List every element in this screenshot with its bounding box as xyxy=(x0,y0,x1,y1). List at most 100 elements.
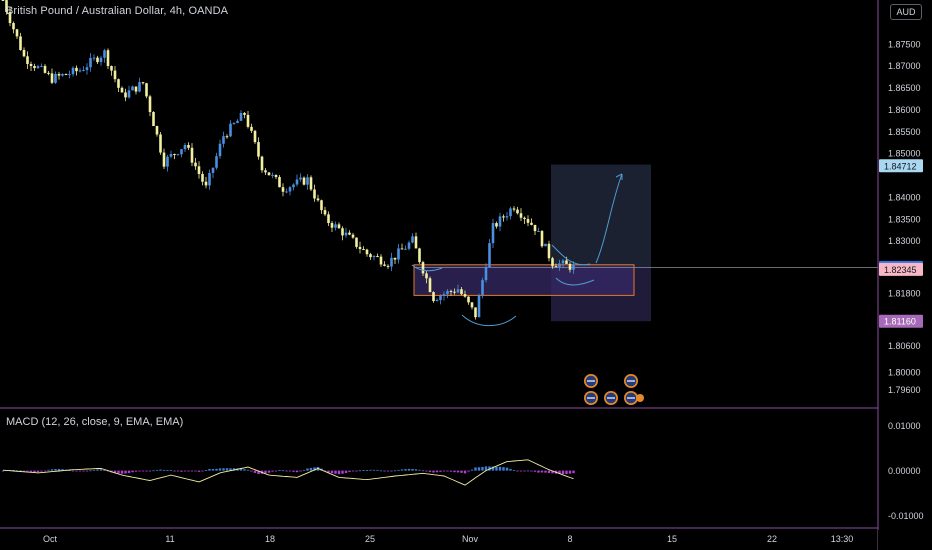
candle-bullish[interactable] xyxy=(71,67,75,75)
candle-bearish[interactable] xyxy=(113,70,117,80)
candle-bullish[interactable] xyxy=(295,179,299,185)
candle-bullish[interactable] xyxy=(411,236,414,243)
candle-bearish[interactable] xyxy=(120,87,124,93)
candle-bearish[interactable] xyxy=(309,177,313,190)
candle-bearish[interactable] xyxy=(502,216,505,218)
candle-bearish[interactable] xyxy=(421,262,425,274)
candle-bearish[interactable] xyxy=(453,291,456,293)
candle-bearish[interactable] xyxy=(516,209,519,214)
curve-arrow[interactable] xyxy=(555,277,595,286)
candle-bearish[interactable] xyxy=(449,290,453,292)
candle-bearish[interactable] xyxy=(159,134,162,153)
candle-bearish[interactable] xyxy=(201,173,204,182)
candle-bearish[interactable] xyxy=(190,147,194,163)
projection-arrow[interactable] xyxy=(595,173,623,264)
candle-bullish[interactable] xyxy=(397,248,400,260)
candle-bearish[interactable] xyxy=(75,67,78,72)
candle-bullish[interactable] xyxy=(232,123,236,125)
candle-bearish[interactable] xyxy=(155,126,159,135)
candle-bullish[interactable] xyxy=(239,113,243,121)
candle-bearish[interactable] xyxy=(33,66,36,69)
candle-bearish[interactable] xyxy=(512,208,516,210)
candle-bullish[interactable] xyxy=(138,82,141,92)
currency-button[interactable]: AUD xyxy=(890,4,922,20)
macd-indicator-label[interactable]: MACD (12, 26, close, 9, EMA, EMA) xyxy=(6,416,183,428)
candle-bearish[interactable] xyxy=(526,219,530,223)
candle-bearish[interactable] xyxy=(358,246,362,250)
candle-bearish[interactable] xyxy=(568,263,572,270)
candle-bullish[interactable] xyxy=(285,191,288,193)
candle-bullish[interactable] xyxy=(131,86,134,91)
curve-arrow[interactable] xyxy=(411,264,443,272)
candle-bearish[interactable] xyxy=(204,181,208,186)
candle-bearish[interactable] xyxy=(365,249,369,255)
candle-bearish[interactable] xyxy=(250,126,253,131)
candle-bullish[interactable] xyxy=(404,248,407,250)
candle-bearish[interactable] xyxy=(460,289,463,295)
candle-bearish[interactable] xyxy=(432,292,435,302)
candle-bearish[interactable] xyxy=(29,63,33,67)
target-zone[interactable] xyxy=(551,164,651,268)
candle-bullish[interactable] xyxy=(488,243,491,268)
candle-bearish[interactable] xyxy=(530,222,533,225)
candle-bullish[interactable] xyxy=(288,187,292,192)
projection-wave[interactable] xyxy=(551,244,591,266)
candle-bullish[interactable] xyxy=(442,294,446,296)
candle-bearish[interactable] xyxy=(267,172,271,176)
candle-bearish[interactable] xyxy=(5,0,8,12)
candle-bullish[interactable] xyxy=(484,267,488,281)
demand-zone-box[interactable] xyxy=(413,264,635,296)
candle-bearish[interactable] xyxy=(428,278,432,293)
candle-bearish[interactable] xyxy=(337,224,341,229)
candle-bearish[interactable] xyxy=(400,248,404,250)
candle-bullish[interactable] xyxy=(218,143,222,157)
candle-bearish[interactable] xyxy=(8,11,12,24)
candle-bullish[interactable] xyxy=(446,290,449,295)
candle-bearish[interactable] xyxy=(162,152,166,167)
candle-bullish[interactable] xyxy=(334,224,337,228)
candle-bullish[interactable] xyxy=(390,257,393,267)
candle-bearish[interactable] xyxy=(362,249,365,251)
candle-bearish[interactable] xyxy=(386,265,390,267)
candle-bullish[interactable] xyxy=(208,172,211,186)
candle-bullish[interactable] xyxy=(292,184,295,188)
candle-bullish[interactable] xyxy=(439,295,442,301)
candle-bearish[interactable] xyxy=(316,198,320,201)
candle-bullish[interactable] xyxy=(169,154,173,157)
candle-bullish[interactable] xyxy=(215,156,218,168)
candle-bullish[interactable] xyxy=(89,58,92,68)
candle-bullish[interactable] xyxy=(407,242,411,249)
candle-bearish[interactable] xyxy=(57,73,61,76)
candle-bearish[interactable] xyxy=(547,243,551,259)
candle-bearish[interactable] xyxy=(246,114,250,127)
candle-bullish[interactable] xyxy=(481,280,484,296)
candle-bearish[interactable] xyxy=(19,36,22,50)
candle-bullish[interactable] xyxy=(505,216,509,218)
candle-bearish[interactable] xyxy=(15,29,19,37)
candle-bearish[interactable] xyxy=(1,0,5,1)
candle-bullish[interactable] xyxy=(299,177,302,180)
candle-bearish[interactable] xyxy=(414,236,418,249)
candle-bullish[interactable] xyxy=(127,90,131,98)
candle-bearish[interactable] xyxy=(341,228,344,236)
candle-bearish[interactable] xyxy=(26,56,29,64)
candle-bearish[interactable] xyxy=(474,307,477,318)
price-pane[interactable] xyxy=(1,0,878,405)
macd-line[interactable] xyxy=(2,459,574,486)
candle-bearish[interactable] xyxy=(320,200,323,211)
candle-bearish[interactable] xyxy=(148,96,152,113)
candle-bullish[interactable] xyxy=(537,231,540,233)
candle-bearish[interactable] xyxy=(425,273,428,279)
candle-bearish[interactable] xyxy=(22,49,26,57)
candle-bearish[interactable] xyxy=(264,170,267,173)
candle-bearish[interactable] xyxy=(327,214,330,224)
candle-bullish[interactable] xyxy=(82,70,85,72)
candle-bearish[interactable] xyxy=(134,86,138,92)
candle-bearish[interactable] xyxy=(243,113,246,115)
candle-bearish[interactable] xyxy=(187,145,190,148)
candle-bearish[interactable] xyxy=(533,224,537,232)
candle-bearish[interactable] xyxy=(281,187,285,192)
candle-bearish[interactable] xyxy=(141,82,145,84)
candle-bullish[interactable] xyxy=(372,256,376,258)
candle-bearish[interactable] xyxy=(274,174,278,178)
